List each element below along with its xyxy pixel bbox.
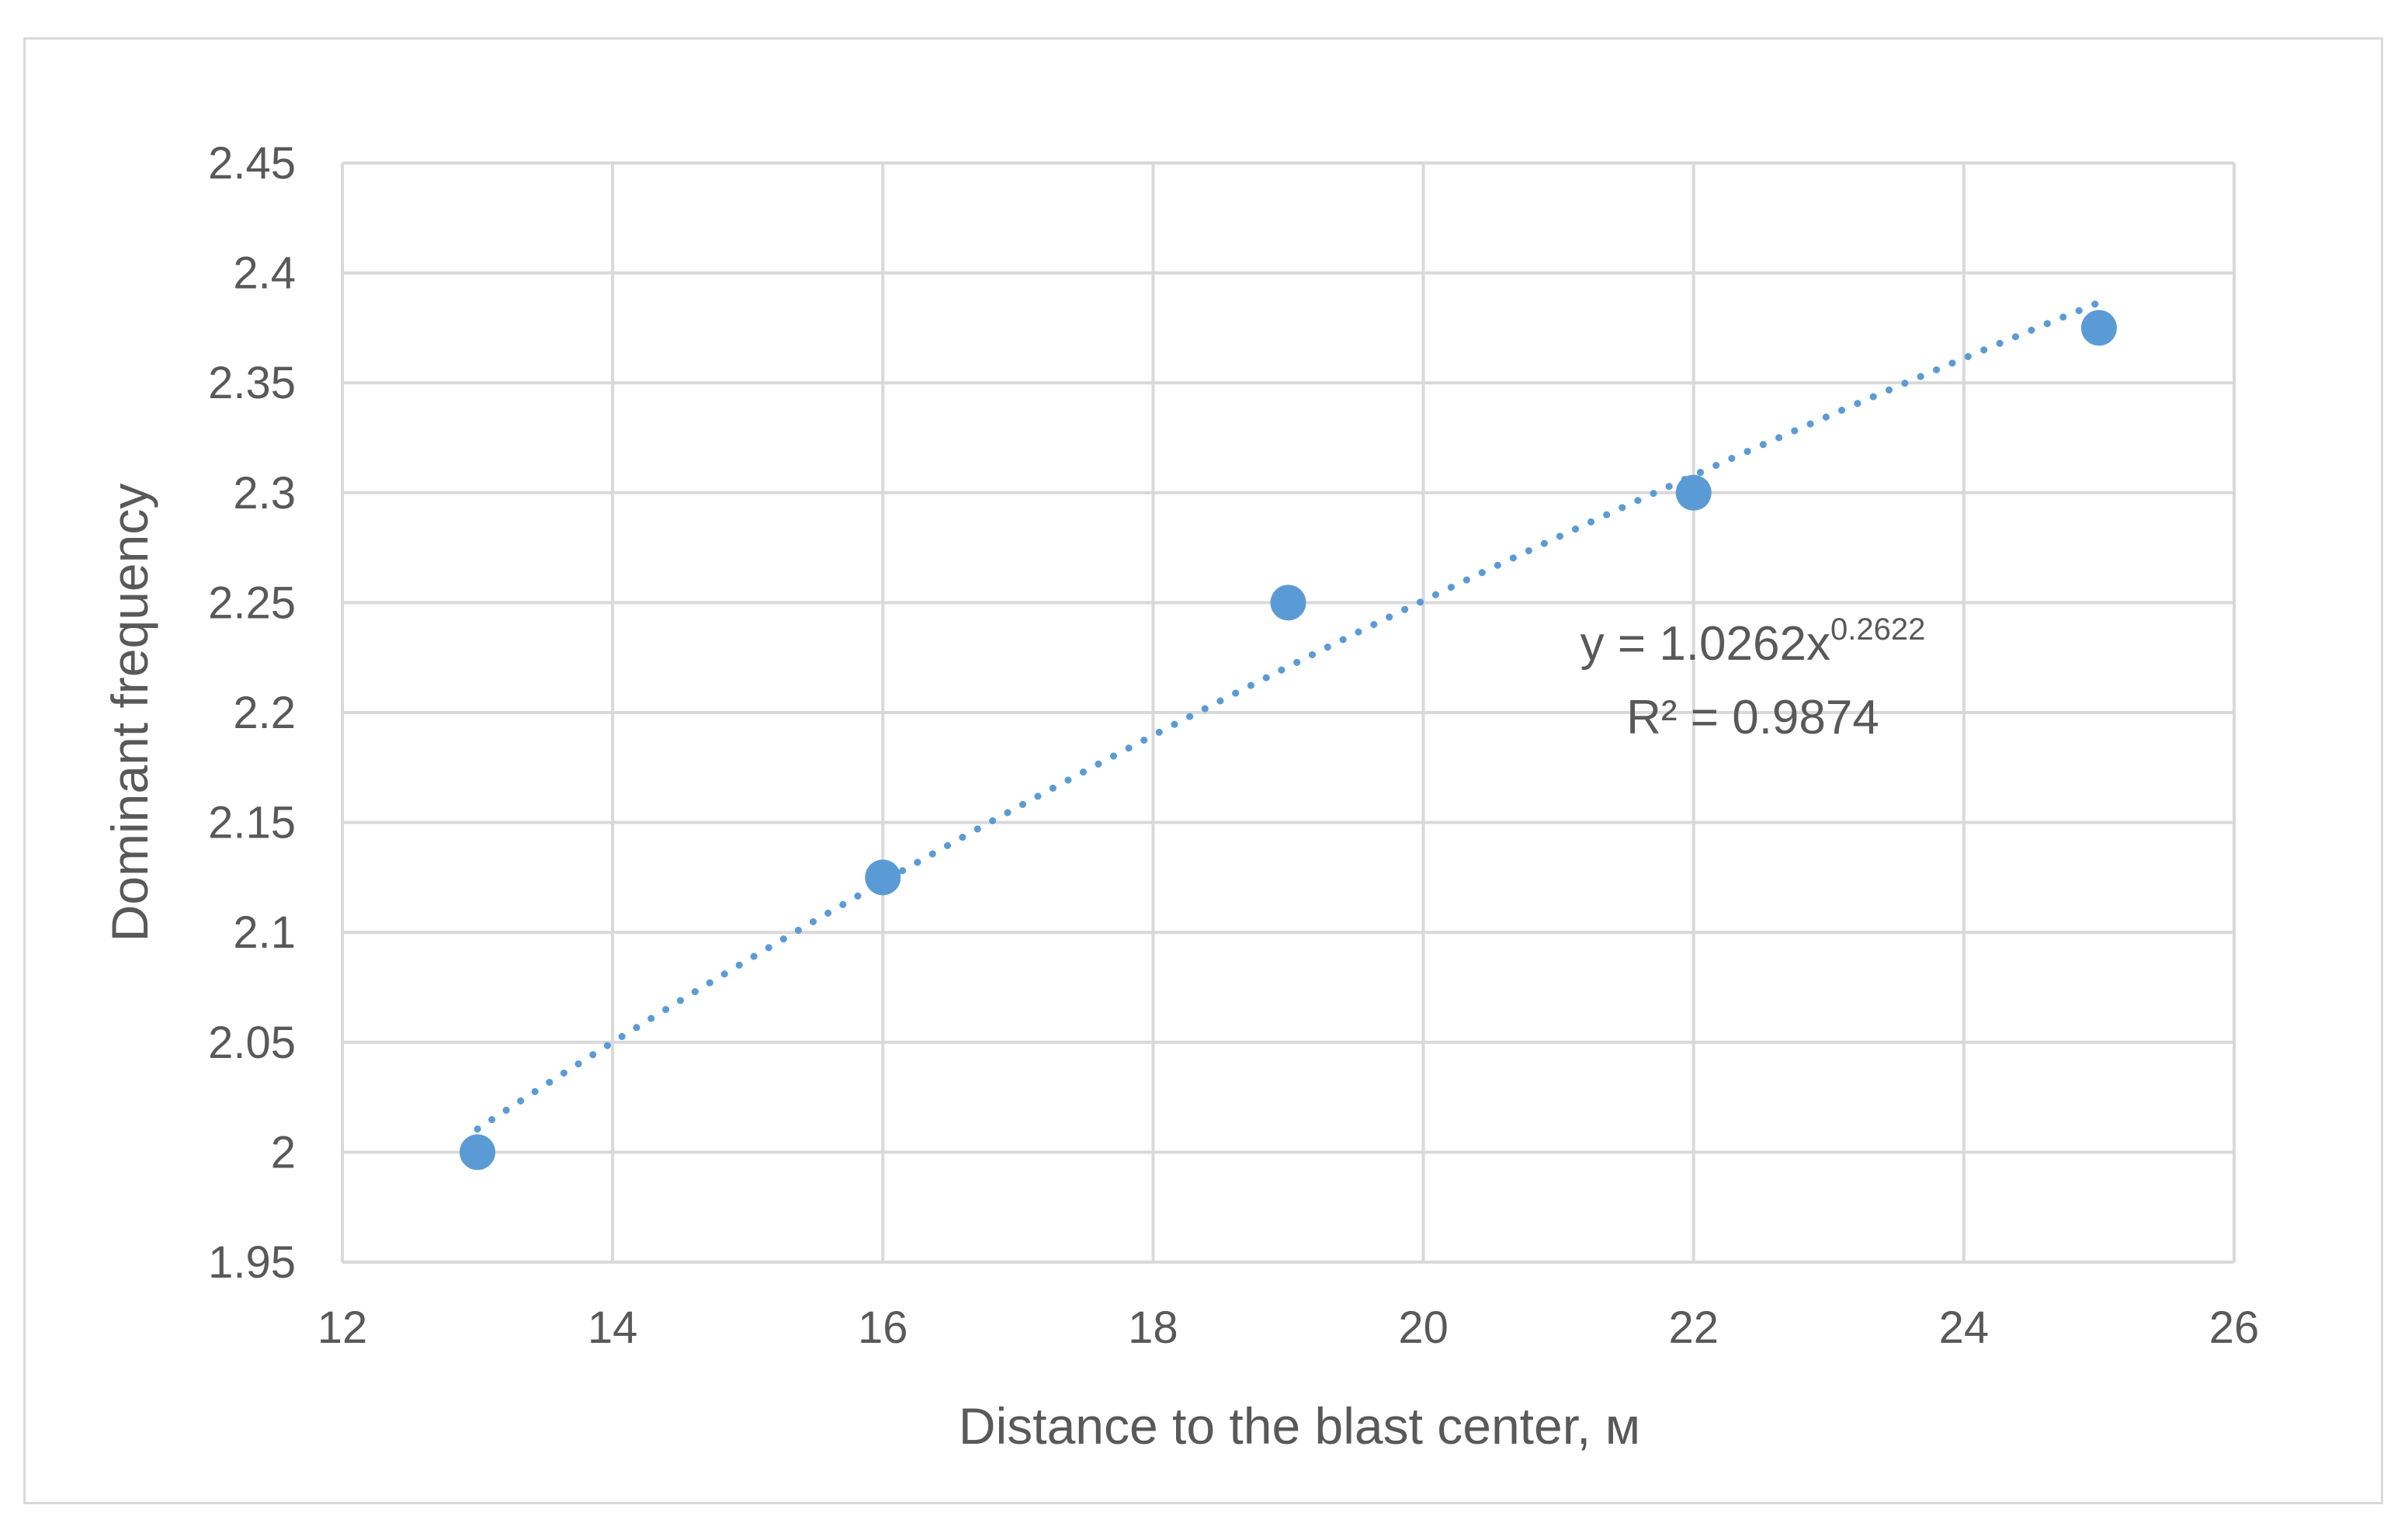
y-tick-label: 2.2 xyxy=(233,688,296,738)
x-tick-label: 24 xyxy=(1939,1302,1990,1353)
y-tick-label: 2.1 xyxy=(233,907,296,958)
trendline-r-squared: R² = 0.9874 xyxy=(1626,691,1879,744)
data-point xyxy=(865,859,901,896)
x-tick-labels: 12 14 16 18 20 22 24 26 xyxy=(317,1302,2260,1353)
y-tick-label: 2.4 xyxy=(233,248,296,299)
y-axis-title: Dominant frequency xyxy=(101,484,158,942)
data-point xyxy=(1270,584,1306,621)
x-tick-label: 14 xyxy=(588,1302,638,1353)
points-layer xyxy=(460,310,2117,1171)
y-tick-label: 1.95 xyxy=(208,1237,296,1288)
data-point xyxy=(1675,474,1712,511)
trendline-equation: y = 1.0262x0.2622 xyxy=(1580,612,1926,671)
trendline-layer xyxy=(474,299,2103,1133)
data-point xyxy=(460,1134,496,1171)
x-tick-label: 26 xyxy=(2209,1302,2260,1353)
data-point xyxy=(2080,310,2117,346)
trendline-equation-exponent: 0.2622 xyxy=(1830,612,1925,647)
y-tick-label: 2.3 xyxy=(233,468,296,519)
x-tick-label: 12 xyxy=(317,1302,368,1353)
x-tick-label: 16 xyxy=(858,1302,908,1353)
x-tick-label: 22 xyxy=(1668,1302,1719,1353)
x-tick-label: 20 xyxy=(1398,1302,1449,1353)
trendline-equation-base: y = 1.0262x xyxy=(1580,617,1830,671)
x-axis-title: Distance to the blast center, м xyxy=(959,1397,1640,1455)
y-tick-label: 2.45 xyxy=(208,138,296,189)
y-tick-labels: 1.95 2 2.05 2.1 2.15 2.2 2.25 2.3 2.35 2.4 2.45 xyxy=(208,138,296,1288)
y-tick-label: 2 xyxy=(271,1127,296,1177)
y-tick-label: 2.15 xyxy=(208,798,296,848)
chart-frame xyxy=(23,37,2383,1504)
y-tick-label: 2.05 xyxy=(208,1018,296,1068)
trendline xyxy=(474,299,2103,1133)
x-tick-label: 18 xyxy=(1128,1302,1178,1353)
grid-layer xyxy=(341,161,2236,1264)
y-tick-label: 2.35 xyxy=(208,358,296,408)
y-tick-label: 2.25 xyxy=(208,577,296,628)
